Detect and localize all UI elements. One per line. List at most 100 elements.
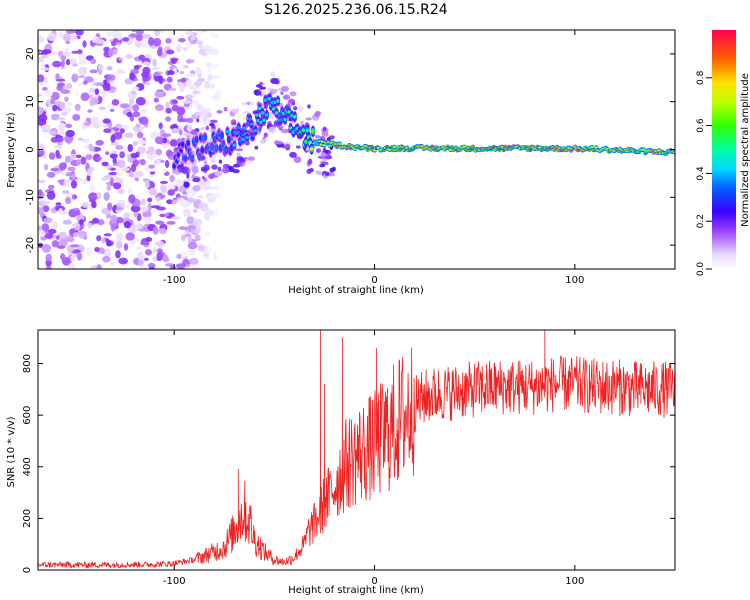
halo-cell	[254, 145, 259, 150]
halo-cell	[236, 160, 241, 165]
noise-cell	[38, 74, 45, 83]
halo-cell	[275, 140, 283, 145]
noise-cell	[60, 111, 68, 116]
noise-cell	[55, 78, 66, 82]
noise-cell	[152, 256, 157, 262]
halo-cell	[280, 90, 284, 95]
noise-cell	[176, 95, 185, 100]
halo-cell	[270, 71, 276, 78]
noise-cell	[135, 40, 142, 48]
noise-cell	[207, 186, 214, 190]
noise-cell	[175, 179, 184, 188]
noise-cell	[102, 118, 111, 124]
noise-cell	[112, 157, 117, 164]
halo-cell	[176, 164, 185, 168]
ridge-core-cell	[462, 146, 467, 148]
noise-cell	[135, 170, 144, 177]
noise-cell	[135, 30, 144, 35]
noise-cell	[40, 54, 48, 59]
ridge-core-cell	[309, 147, 314, 151]
noise-cell	[178, 38, 186, 43]
noise-cell	[67, 166, 76, 172]
ridge-core-cell	[232, 143, 237, 148]
noise-cell	[130, 163, 137, 173]
noise-cell	[106, 66, 113, 71]
noise-cell	[38, 49, 42, 53]
noise-cell	[136, 146, 146, 154]
halo-cell	[196, 118, 200, 123]
noise-cell	[147, 152, 157, 161]
noise-cell	[50, 91, 60, 101]
colorbar-tick-label: 0.8	[696, 70, 706, 85]
ridge-core-cell	[305, 128, 310, 133]
ridge-core-cell	[322, 144, 327, 147]
ridge-core-cell	[265, 113, 269, 117]
ridge-core-cell	[301, 128, 306, 133]
noise-cell	[212, 252, 218, 261]
noise-cell	[213, 177, 220, 182]
noise-cell	[154, 90, 165, 98]
halo-cell	[203, 160, 207, 165]
noise-cell	[123, 212, 130, 218]
noise-cell	[69, 58, 77, 65]
noise-cell	[149, 171, 156, 175]
noise-cell	[116, 159, 126, 169]
noise-cell	[139, 125, 145, 131]
noise-cell	[52, 104, 58, 112]
noise-cell	[48, 130, 58, 135]
ridge-core-cell	[180, 142, 185, 147]
noise-cell	[118, 257, 128, 265]
noise-cell	[95, 39, 105, 44]
noise-cell	[46, 266, 52, 269]
halo-cell	[205, 125, 209, 131]
noise-cell	[143, 257, 149, 261]
noise-cell	[207, 74, 213, 82]
noise-cell	[179, 83, 185, 93]
noise-cell	[80, 92, 90, 101]
noise-cell	[194, 234, 201, 242]
noise-cell	[167, 189, 175, 196]
noise-cell	[100, 237, 106, 244]
noise-cell	[63, 179, 71, 188]
noise-cell	[159, 213, 166, 218]
ridge-core-cell	[311, 129, 315, 134]
noise-cell	[83, 122, 91, 126]
noise-cell	[50, 136, 59, 143]
snr-frame	[37, 329, 676, 571]
snr-xtick-label: -100	[163, 576, 186, 587]
noise-cell	[103, 85, 111, 92]
noise-cell	[147, 145, 155, 155]
halo-cell	[315, 148, 322, 154]
noise-cell	[211, 64, 218, 69]
noise-cell	[133, 211, 139, 218]
noise-cell	[108, 172, 119, 176]
halo-cell	[260, 138, 267, 143]
halo-cell	[324, 150, 329, 154]
spectrogram-ytick-label: 0	[25, 146, 36, 152]
halo-cell	[321, 131, 329, 137]
noise-cell	[64, 96, 69, 102]
halo-cell	[183, 181, 190, 188]
ridge-core-cell	[274, 111, 279, 115]
halo-cell	[186, 172, 190, 179]
noise-cell	[127, 144, 134, 152]
noise-cell	[88, 192, 98, 201]
noise-cell	[177, 197, 186, 206]
ridge-core-cell	[528, 149, 533, 151]
halo-cell	[326, 151, 330, 159]
snr-ytick-label: 800	[22, 354, 33, 373]
snr-background	[38, 330, 675, 570]
noise-cell	[135, 123, 141, 128]
noise-cell	[38, 189, 43, 196]
ridge-core-cell	[272, 107, 276, 111]
ridge-core-cell	[249, 122, 254, 126]
ridge-core-cell	[224, 148, 228, 152]
noise-cell	[38, 179, 46, 184]
noise-cell	[185, 59, 195, 64]
noise-cell	[38, 113, 48, 122]
noise-cell	[47, 228, 57, 234]
halo-cell	[270, 77, 279, 85]
noise-cell	[78, 137, 84, 141]
halo-cell	[329, 167, 335, 173]
noise-cell	[59, 130, 65, 135]
